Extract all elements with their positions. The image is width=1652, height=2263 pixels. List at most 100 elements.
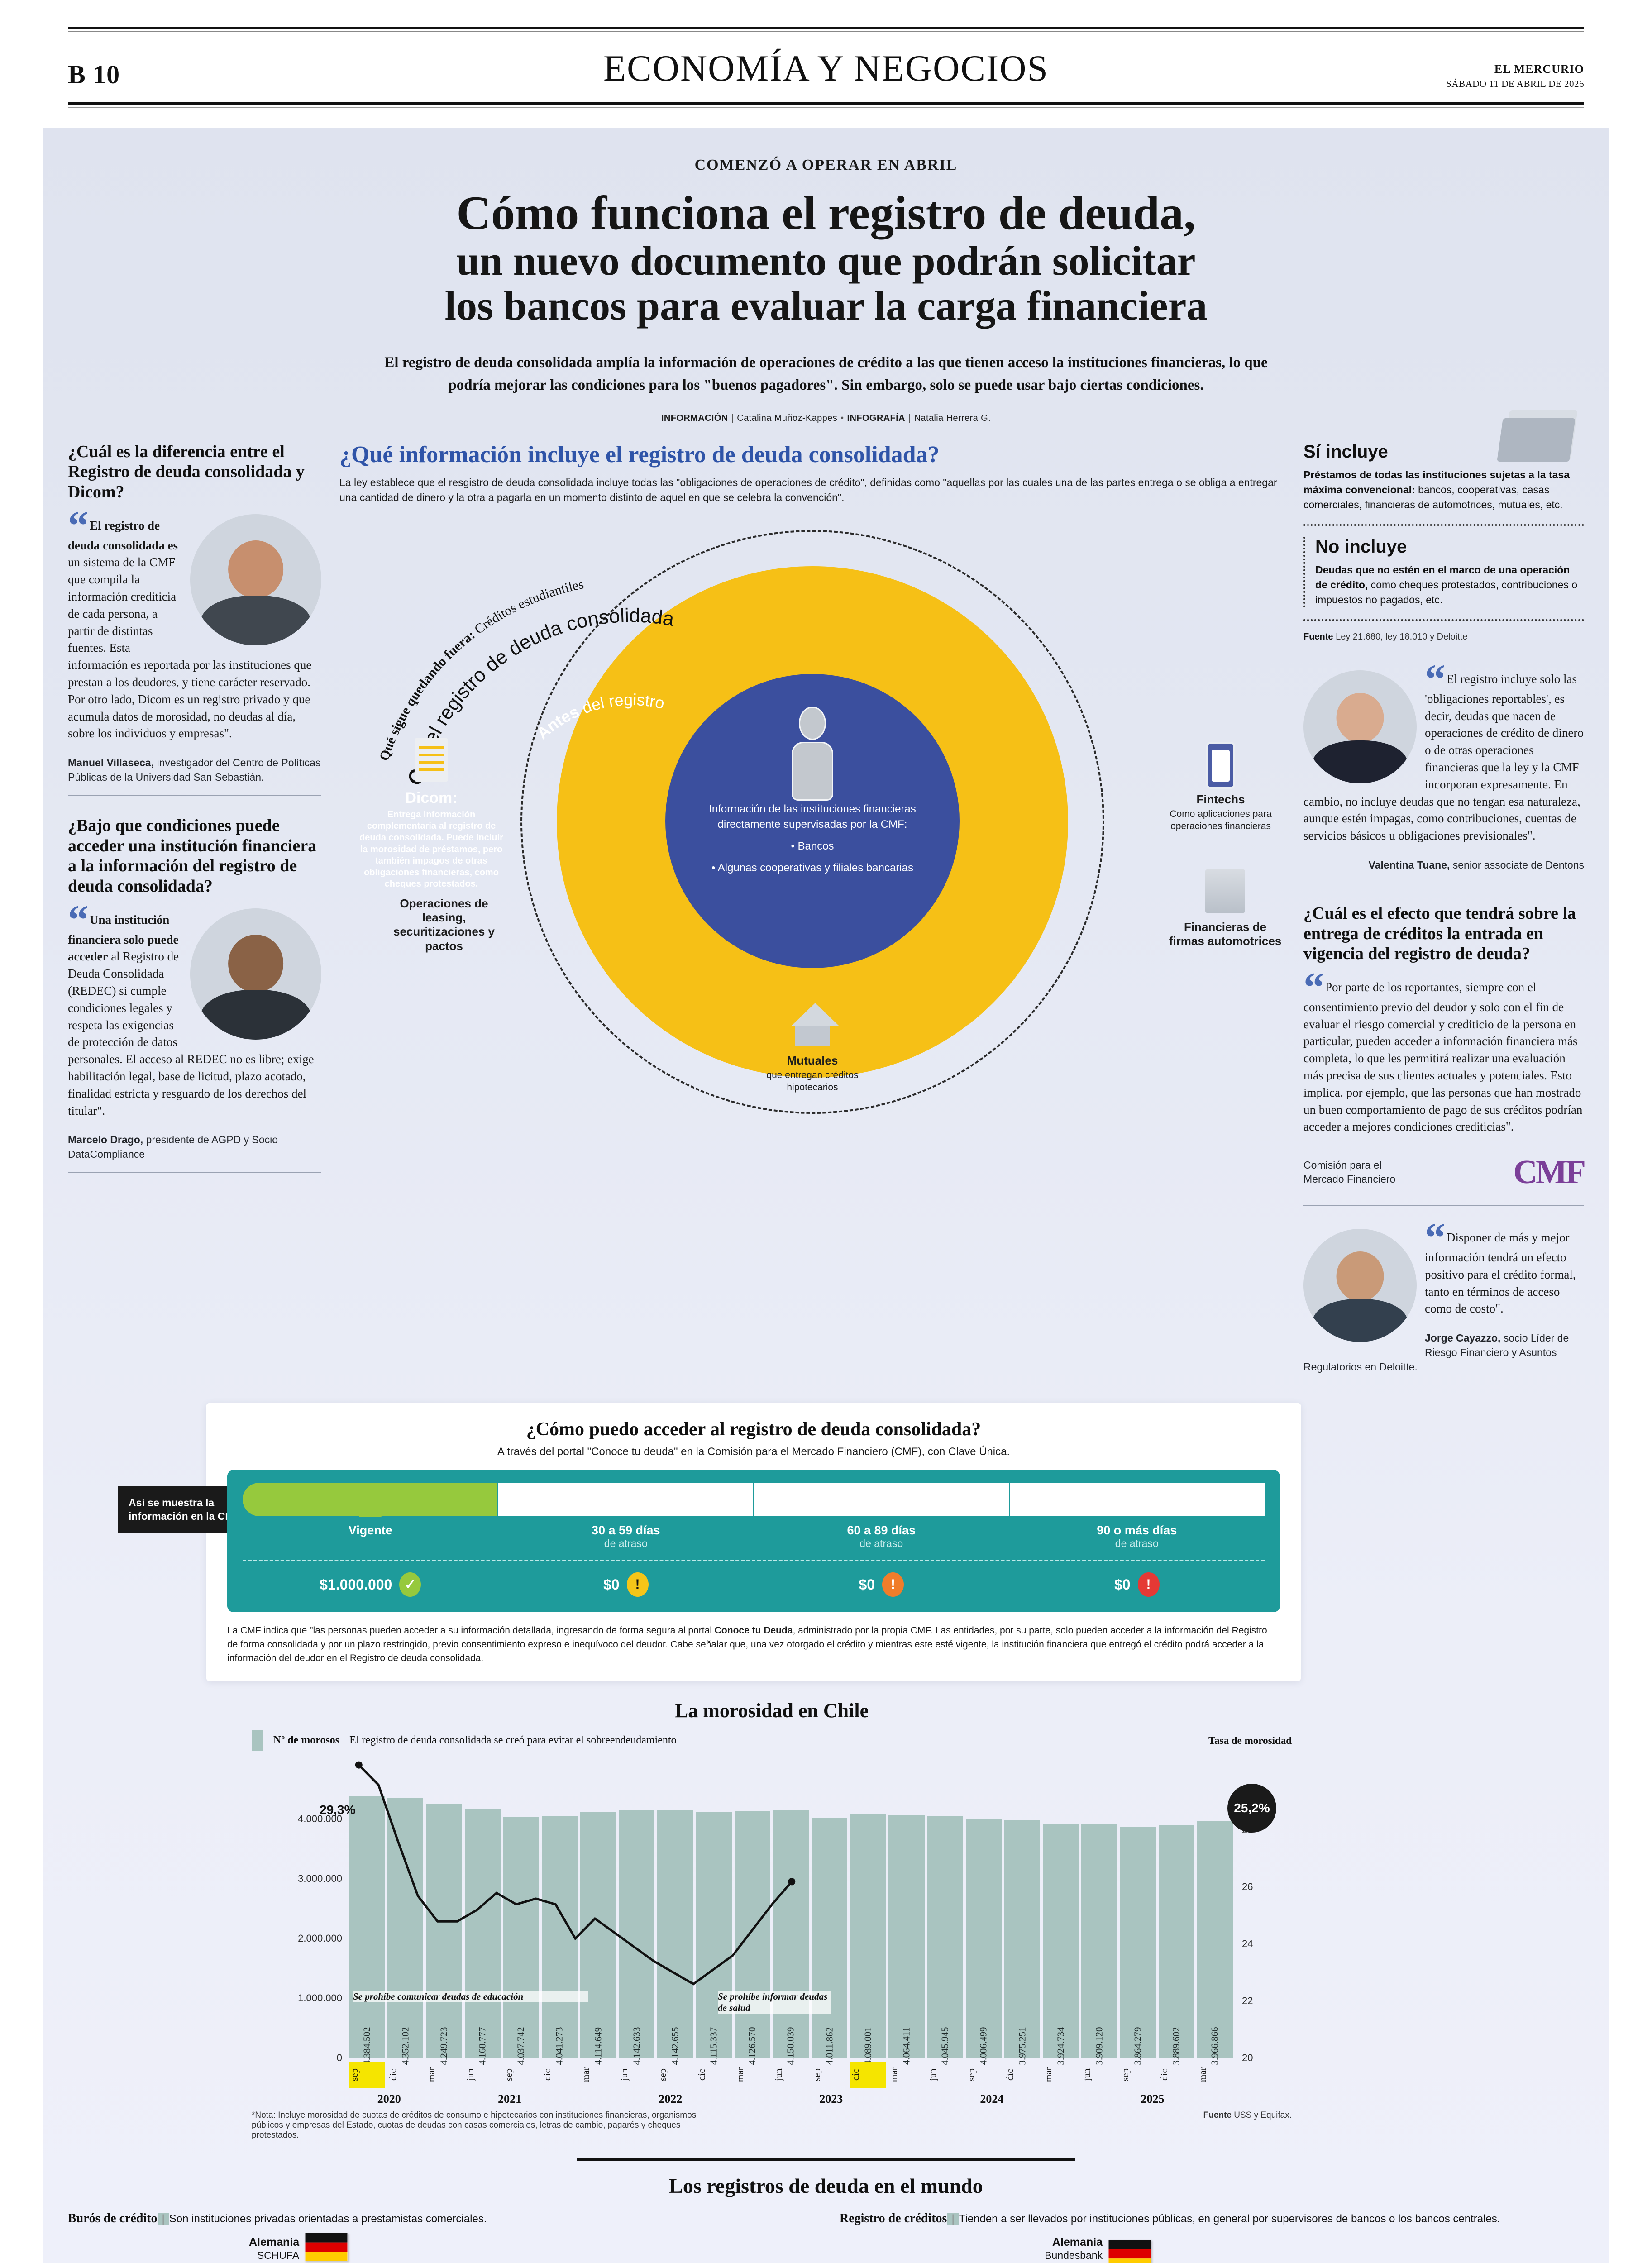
avatar-head	[228, 935, 283, 993]
chart-note: *Nota: Incluye morosidad de cuotas de cr…	[252, 2110, 697, 2140]
phone-icon-shape	[1206, 741, 1235, 789]
qa-credit-role: presidente de AGPD y Socio DataComplianc…	[68, 1134, 278, 1160]
chart-x-tick: mar	[734, 2067, 745, 2082]
center-column: ¿Qué información incluye el registro de …	[339, 442, 1285, 1394]
phone-icon	[1200, 741, 1241, 789]
chart-x-tick: dic	[541, 2068, 553, 2081]
masthead-right: EL MERCURIO SÁBADO 11 DE ABRIL DE 2026	[1439, 62, 1584, 90]
chart-x-tick: sep	[503, 2068, 514, 2081]
chart-x-tick: dic	[1158, 2068, 1170, 2081]
chart-bar: 4.045.945	[927, 1816, 963, 2065]
map-tag-name: Alemania	[1052, 2235, 1103, 2249]
chart-year: 2023	[819, 2092, 843, 2105]
avatar-body	[1313, 740, 1408, 784]
byline-sep-1: |	[731, 413, 734, 423]
status-badge: !	[1137, 1572, 1160, 1597]
qa-divider	[68, 794, 321, 796]
masthead-rule-bottom	[68, 102, 1584, 105]
person-head	[799, 706, 826, 740]
chart-bar: 4.114.649	[580, 1812, 616, 2065]
cmf-label-title: Vigente	[348, 1523, 392, 1537]
cmf-status-panel: Vigente 30 a 59 días de atraso 60 a 89 d…	[227, 1470, 1280, 1613]
legend-swatch-bars	[252, 1730, 263, 1751]
qa-quote: “Disponer de más y mejor información ten…	[1303, 1217, 1584, 1318]
chart-bar: 3.924.734	[1043, 1823, 1079, 2065]
qa-block-tuane: “El registro incluye solo las 'obligacio…	[1303, 659, 1584, 883]
qa-credit-role: senior associate de Dentons	[1450, 859, 1584, 871]
includes-no-title: No incluye	[1315, 536, 1407, 557]
chart-line-path	[359, 1765, 792, 1984]
chart-line-series	[355, 1761, 796, 2058]
qa-quote: “Por parte de los reportantes, siempre c…	[1303, 967, 1584, 1136]
chart-start-label: 29,3%	[320, 1802, 356, 1817]
chart-bar: 3.975.251	[1004, 1820, 1041, 2065]
world-right-head: Registro de créditos | Tienden a ser lleva…	[840, 2211, 1500, 2225]
qa-credit-org: Comisión para el Mercado Financiero	[1303, 1158, 1395, 1187]
document-icon-shape	[415, 738, 448, 782]
chart-x-tick: jun	[927, 2068, 938, 2081]
person-icon	[785, 706, 840, 802]
cmf-access-section: Así se muestra la información en la CMF …	[118, 1403, 1301, 1681]
byline-graphic-name: Natalia Herrera G.	[914, 413, 991, 423]
avatar-head	[1336, 1251, 1384, 1302]
quote-mark-icon: “	[68, 502, 89, 549]
qa-question: ¿Cuál es la diferencia entre el Registro…	[68, 442, 305, 502]
includes-no-rest: como cheques protestados, contribuciones…	[1315, 579, 1578, 606]
diagram-label-dicom: Dicom: Entrega información complementari…	[357, 738, 506, 890]
right-column: Sí incluye Préstamos de todas las instit…	[1303, 410, 1586, 1394]
cmf-label-sub: de atraso	[1115, 1537, 1159, 1550]
chart-bar-value: 3.924.734	[1055, 2027, 1066, 2065]
chart-bar: 4.064.411	[888, 1815, 925, 2065]
chart-bar-value: 4.045.945	[939, 2027, 950, 2065]
qa-credit: Marcelo Drago, presidente de AGPD y Soci…	[68, 1133, 321, 1161]
chart-bar: 3.864.279	[1120, 1827, 1156, 2065]
chart-x-tick: dic	[696, 2068, 707, 2081]
map-tag-alemania: Alemania SCHUFA	[249, 2233, 348, 2262]
chart-bar: 4.089.001	[850, 1813, 886, 2065]
diagram-label-leasing: Operaciones de leasing, securitizaciones…	[383, 897, 505, 953]
diagram-label-fintechs: Fintechs Como aplicaciones para operacio…	[1164, 741, 1277, 833]
diagram-label-desc: que entregan créditos hipotecarios	[766, 1070, 859, 1093]
headline-line-2: un nuevo documento que podrán solicitar	[456, 238, 1196, 284]
chart-bar: 4.150.039	[773, 1809, 809, 2065]
registry-donut-diagram: Qué sigue quedando fuera: Créditos estud…	[339, 525, 1285, 1127]
chart-legend: Nº de morosos El registro de deuda conso…	[252, 1730, 1292, 1751]
outer-dashed-ring	[520, 530, 1104, 1114]
legend-label-line: Tasa de morosidad	[1208, 1734, 1292, 1746]
page-title: Cómo funciona el registro de deuda, un n…	[43, 187, 1609, 328]
chart-year: 2025	[1141, 2092, 1165, 2105]
diagram-label-desc: Entrega información complementaria al re…	[359, 809, 503, 889]
byline-sep-2: |	[908, 413, 911, 423]
chart-x-tick: mar	[426, 2067, 437, 2082]
avatar	[1303, 1229, 1417, 1342]
chart-bar: 4.115.337	[696, 1812, 732, 2065]
chart-year: 2021	[498, 2092, 522, 2105]
cmf-label-sub: de atraso	[604, 1537, 648, 1550]
germany-flag	[305, 2233, 348, 2262]
cmf-label-sub: de atraso	[859, 1537, 903, 1550]
chart-x-tick: mar	[580, 2067, 592, 2082]
cmf-label-title: 30 a 59 días	[591, 1523, 660, 1537]
chart-year: 2024	[980, 2092, 1004, 2105]
map-tag-sub: SCHUFA	[257, 2249, 300, 2261]
morosidad-chart: La morosidad en Chile Nº de morosos El r…	[252, 1699, 1292, 2140]
chart-bar-value: 4.089.001	[862, 2027, 874, 2065]
chart-bar-value: 3.909.120	[1093, 2027, 1105, 2065]
masthead-rule-top	[68, 27, 1584, 29]
includes-yes-body: Préstamos de todas las instituciones suj…	[1303, 468, 1584, 512]
y-tick: 1.000.000	[298, 1992, 342, 2004]
avatar	[1303, 670, 1417, 784]
qa-quote-rest: al Registro de Deuda Consolidada (REDEC)…	[68, 950, 314, 1117]
chart-source: Fuente USS y Equifax.	[1203, 2110, 1292, 2140]
chart-source-value: USS y Equifax.	[1234, 2110, 1292, 2120]
avatar-head	[228, 540, 283, 598]
byline-bullet: •	[840, 413, 844, 423]
diagram-label-title: Mutuales	[787, 1053, 838, 1067]
inner-bullet-2: • Algunas cooperativas y filiales bancar…	[711, 862, 913, 874]
diagram-label-title: Fintechs	[1196, 792, 1245, 806]
chart-bar: 4.384.502	[349, 1795, 385, 2065]
world-section: Los registros de deuda en el mundo Burós…	[68, 2158, 1584, 2263]
chart-bar-value: 3.975.251	[1017, 2027, 1027, 2065]
chart-bar-value: 3.889.602	[1170, 2027, 1182, 2065]
chart-bar-value: 4.064.411	[901, 2027, 912, 2065]
